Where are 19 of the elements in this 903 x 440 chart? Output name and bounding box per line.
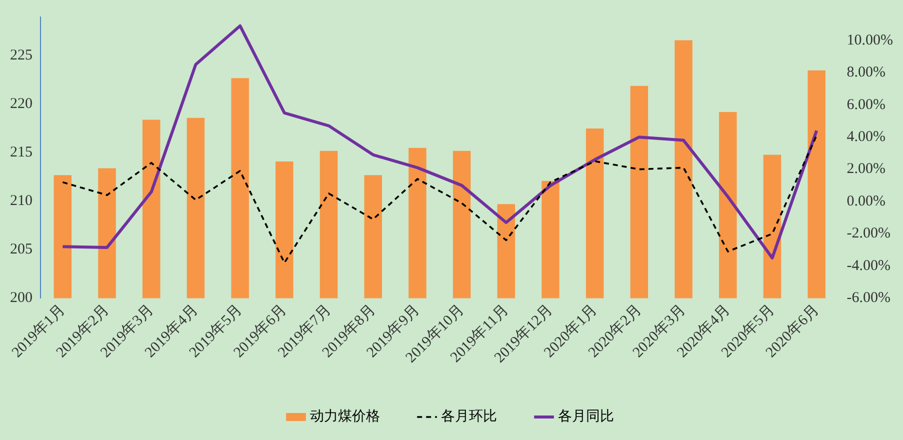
legend-label: 各月同比 <box>558 408 614 425</box>
y-tick-label: 205 <box>10 242 32 258</box>
y2-tick-label: 6.00% <box>846 96 886 113</box>
y2-tick-label: 8.00% <box>846 64 886 81</box>
y2-tick-label: -4.00% <box>846 258 891 274</box>
y2-tick-label: -2.00% <box>846 226 891 242</box>
y2-tick-label: 2.00% <box>846 161 886 178</box>
y2-tick-label: 4.00% <box>846 129 886 146</box>
y-tick-label: 210 <box>10 193 32 210</box>
legend-label: 各月环比 <box>441 408 497 425</box>
y2-tick-label: -6.00% <box>846 290 891 306</box>
y2-tick-label: 0.00% <box>846 193 886 210</box>
line-series <box>62 134 818 264</box>
y-tick-label: 220 <box>10 96 32 112</box>
y-tick-label: 200 <box>10 290 32 306</box>
y-tick-label: 225 <box>10 48 32 64</box>
legend-label: 动力煤价格 <box>310 408 380 425</box>
y2-tick-label: 10.00% <box>846 32 894 48</box>
y-tick-label: 215 <box>10 144 32 161</box>
